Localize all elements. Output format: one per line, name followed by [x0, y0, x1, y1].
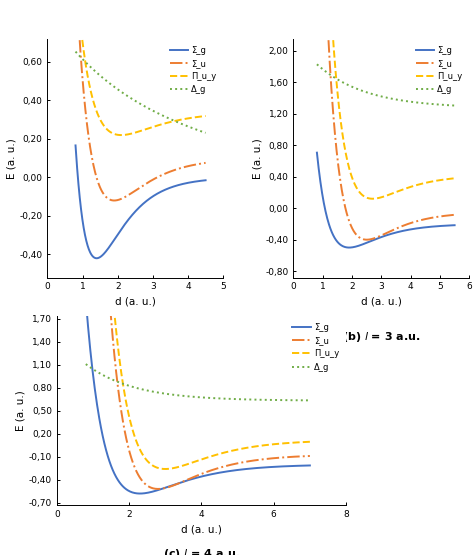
X-axis label: d (a. u.): d (a. u.) [115, 297, 156, 307]
Text: (c) $\it{l}$ = 4 a.u.: (c) $\it{l}$ = 4 a.u. [163, 547, 240, 555]
X-axis label: d (a. u.): d (a. u.) [181, 524, 222, 534]
Text: (a)  $\it{l}$ = 2 a.u.: (a) $\it{l}$ = 2 a.u. [94, 330, 176, 344]
Legend: Σ_g, Σ_u, Π_u_y, Δ_g: Σ_g, Σ_u, Π_u_y, Δ_g [290, 321, 342, 374]
Legend: Σ_g, Σ_u, Π_u_y, Δ_g: Σ_g, Σ_u, Π_u_y, Δ_g [167, 43, 219, 97]
Y-axis label: E (a. u.): E (a. u.) [253, 138, 263, 179]
Text: (b) $\it{l}$ = 3 a.u.: (b) $\it{l}$ = 3 a.u. [342, 330, 420, 344]
Legend: Σ_g, Σ_u, Π_u_y, Δ_g: Σ_g, Σ_u, Π_u_y, Δ_g [413, 43, 465, 97]
X-axis label: d (a. u.): d (a. u.) [361, 297, 402, 307]
Y-axis label: E (a. u.): E (a. u.) [16, 390, 26, 431]
Y-axis label: E (a. u.): E (a. u.) [7, 138, 17, 179]
